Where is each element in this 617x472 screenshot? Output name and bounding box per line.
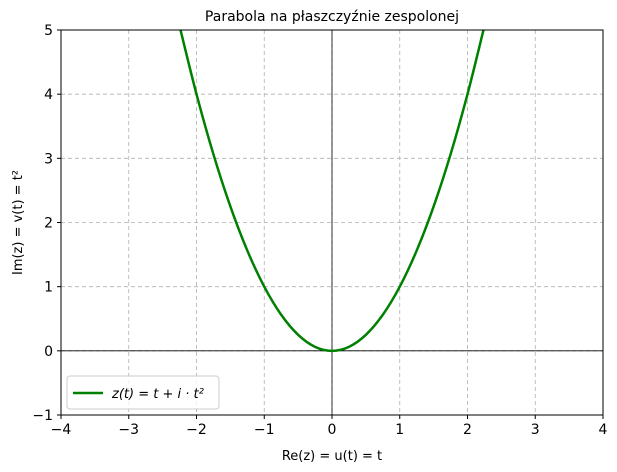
ticks: −4 −3 −2 −1 0 1 2 3 4 −1 0 1 2 3 4 5 (32, 23, 607, 438)
series-line (179, 30, 485, 353)
legend-entry-label: z(t) = t + i · t² (111, 387, 204, 402)
x-tick-label: −3 (118, 422, 139, 438)
legend-box (66, 375, 220, 410)
zero-axes (61, 30, 603, 415)
x-tick-label: −4 (51, 422, 72, 438)
y-tick-label: 5 (44, 23, 53, 39)
x-axis-label: Re(z) = u(t) = t (282, 449, 382, 464)
x-tick-label: 2 (463, 422, 472, 438)
x-tick-label: 1 (395, 422, 404, 438)
x-tick-label: 4 (599, 422, 608, 438)
chart-title: Parabola na płaszczyźnie zespolonej (205, 9, 459, 25)
y-tick-label: 2 (44, 216, 53, 232)
x-tick-label: 0 (328, 422, 337, 438)
x-tick-label: 3 (531, 422, 540, 438)
y-tick-label: 4 (44, 87, 53, 103)
y-axis-label: Im(z) = v(t) = t² (11, 170, 26, 275)
y-tick-label: 0 (44, 344, 53, 360)
y-tick-label: 3 (44, 151, 53, 167)
y-tick-label: 1 (44, 280, 53, 296)
x-tick-label: −2 (186, 422, 207, 438)
x-tick-label: −1 (254, 422, 275, 438)
legend: z(t) = t + i · t² (66, 375, 220, 410)
y-tick-label: −1 (32, 408, 53, 424)
series-layer (179, 30, 485, 353)
